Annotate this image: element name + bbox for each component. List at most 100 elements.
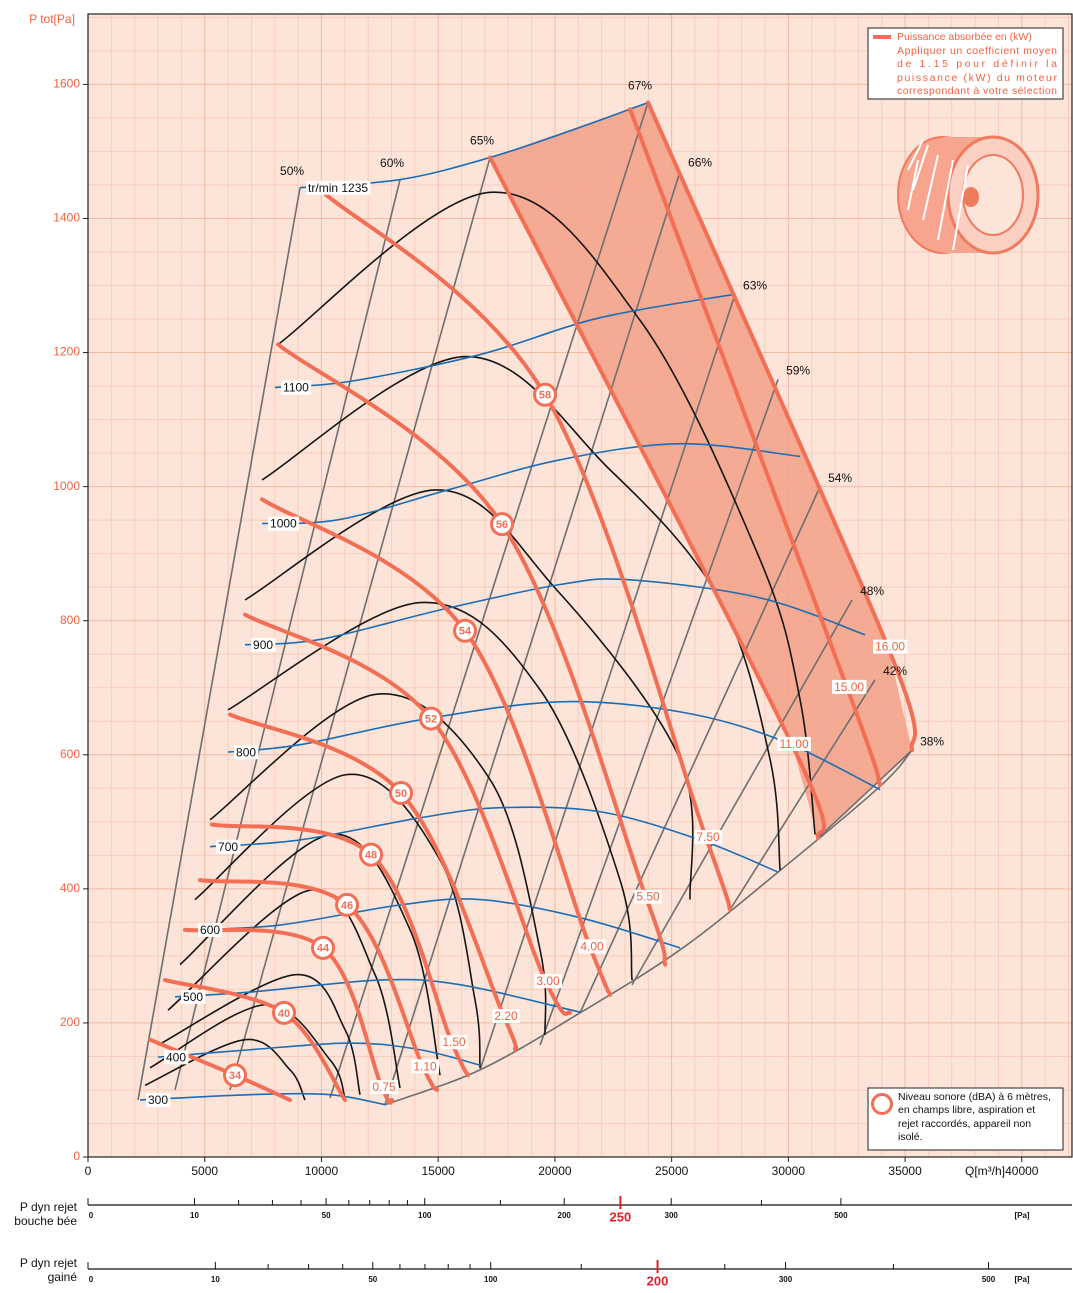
legend-box xyxy=(867,1087,1064,1151)
legend-text: Puissance absorbée en (kW) xyxy=(897,31,1032,43)
power-label-box xyxy=(411,1059,440,1074)
legend-text: puissance (kW) du moteur xyxy=(897,72,1058,84)
scale-tick-label: 50 xyxy=(368,1275,377,1284)
speed-label: 1000 xyxy=(270,517,297,531)
scale-tick-label: 0 xyxy=(89,1211,94,1220)
y-tick-label: 1400 xyxy=(53,211,80,225)
speed-label: 600 xyxy=(200,923,220,937)
scale-title: gainé xyxy=(48,1270,78,1284)
scale-tick-label: 10 xyxy=(190,1211,199,1220)
dynamic-pressure-scales: P dyn rejet bouche bée P dyn rejet gainé… xyxy=(14,1196,1072,1288)
scale-title: P dyn rejet xyxy=(20,1200,78,1214)
power-line xyxy=(198,878,440,1092)
power-line xyxy=(276,342,668,967)
efficiency-label: 54% xyxy=(828,471,852,485)
y-tick-label: 1600 xyxy=(53,77,80,91)
speed-curve xyxy=(191,898,681,949)
legend-text: Niveau sonore (dBA) à 6 mètres, xyxy=(898,1091,1051,1103)
power-line xyxy=(646,100,918,753)
y-tick-label: 1000 xyxy=(53,479,80,493)
power-legend: Puissance absorbée en (kW) Appliquer un … xyxy=(867,27,1064,100)
noise-label: 34 xyxy=(229,1070,242,1082)
speed-label-box xyxy=(164,1050,189,1065)
fan-hub xyxy=(963,187,979,207)
scale-unit: [Pa] xyxy=(1014,1211,1029,1220)
speed-label-box xyxy=(251,638,276,653)
x-axis-title: Q[m³/h] xyxy=(965,1164,1005,1178)
noise-marker xyxy=(389,780,414,805)
power-label-box xyxy=(873,639,908,654)
efficiency-label: 66% xyxy=(688,156,712,170)
scale-tick-label: 0 xyxy=(89,1275,94,1284)
y-tick-label: 400 xyxy=(60,881,80,895)
efficiency-line xyxy=(579,486,821,1014)
limit-line xyxy=(384,749,913,1106)
plot-frame xyxy=(87,13,1073,1158)
efficiency-line xyxy=(174,179,401,1091)
power-line xyxy=(210,822,471,1078)
noise-marker xyxy=(359,842,384,867)
noise-label: 50 xyxy=(395,788,407,800)
speed-label: 900 xyxy=(253,638,273,652)
efficiency-label: 50% xyxy=(280,164,304,178)
efficiency-label: 42% xyxy=(883,664,907,678)
efficiency-label: 65% xyxy=(470,134,494,148)
noise-marker xyxy=(223,1063,248,1088)
efficiency-line xyxy=(329,102,649,1099)
scale-tick-label: 500 xyxy=(982,1275,996,1284)
power-band xyxy=(490,102,913,838)
y-tick-label: 1200 xyxy=(53,345,80,359)
power-label-box xyxy=(634,889,663,904)
speed-label: tr/min 1235 xyxy=(308,181,368,195)
legend-text: rejet raccordés, appareil non xyxy=(898,1118,1031,1130)
power-label: 4.00 xyxy=(580,939,604,953)
scale-tick-label: 200 xyxy=(558,1211,572,1220)
speed-curve xyxy=(244,578,866,646)
speed-label: 300 xyxy=(148,1093,168,1107)
noise-marker xyxy=(311,935,336,960)
noise-label: 40 xyxy=(278,1008,290,1020)
noise-marker xyxy=(272,1000,297,1025)
power-label: 11.00 xyxy=(779,737,808,751)
curve-labels: 50% 60% 65% 67% 66% 63% 59% 54% 48% 42% 38% 300 400 5… xyxy=(146,79,944,1108)
power-line xyxy=(318,187,733,912)
speed-curve xyxy=(261,442,801,525)
efficiency-label: 59% xyxy=(786,364,810,378)
noise-label: 44 xyxy=(317,943,330,955)
legend-text: correspondant à votre sélection xyxy=(897,85,1057,97)
scale-tick-label: 100 xyxy=(418,1211,432,1220)
power-label-box xyxy=(694,830,723,845)
power-label: 3.00 xyxy=(536,974,560,988)
y-tick-label: 0 xyxy=(73,1149,80,1163)
duct-curve xyxy=(144,1038,306,1101)
scale-title: bouche bée xyxy=(14,1214,77,1228)
power-label: 1.50 xyxy=(442,1035,466,1049)
scale-tick-label: 200 xyxy=(647,1273,669,1288)
speed-label-box xyxy=(181,989,206,1004)
duct-curve xyxy=(157,973,361,1095)
scale-unit: [Pa] xyxy=(1014,1275,1029,1284)
speed-label-box xyxy=(216,839,241,854)
speed-label: 500 xyxy=(183,990,203,1004)
speed-label-box xyxy=(234,745,259,760)
duct-curve xyxy=(194,773,481,1068)
x-tick-label: 25000 xyxy=(655,1164,689,1178)
power-label: 1.10 xyxy=(413,1059,437,1073)
noise-label: 52 xyxy=(425,713,437,725)
x-tick-label: 10000 xyxy=(305,1164,339,1178)
speed-label-box xyxy=(268,516,300,531)
y-axis-title: P tot[Pa] xyxy=(29,12,75,26)
scale-tick-label: 50 xyxy=(322,1211,331,1220)
duct-curve xyxy=(261,355,781,871)
noise-label: 58 xyxy=(539,390,551,402)
power-line xyxy=(243,612,573,1016)
efficiency-line xyxy=(817,749,913,839)
efficiency-label: 60% xyxy=(380,156,404,170)
power-label-box xyxy=(440,1035,469,1050)
efficiency-line xyxy=(479,293,736,1071)
scale-tick-label: 300 xyxy=(779,1275,793,1284)
power-label: 5.50 xyxy=(636,890,660,904)
power-label: 7.50 xyxy=(696,830,720,844)
power-label-box xyxy=(492,1009,521,1024)
